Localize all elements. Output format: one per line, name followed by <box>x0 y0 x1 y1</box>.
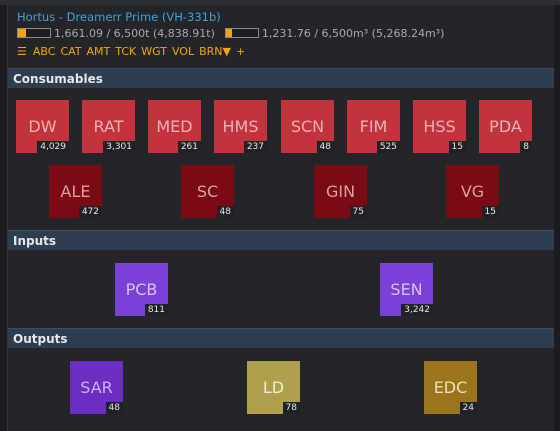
sort-tck-button[interactable]: TCK <box>115 44 137 58</box>
material-ticker: GIN <box>325 182 356 201</box>
material-quantity: 3,242 <box>401 304 433 316</box>
scrollbar[interactable] <box>554 5 560 431</box>
volume-text: 1,231.76 / 6,500m³ (5,268.24m³) <box>261 26 445 40</box>
weight-text: 1,661.09 / 6,500t (4,838.91t) <box>54 26 215 40</box>
material-quantity: 3,301 <box>103 141 135 153</box>
material-quantity: 237 <box>243 141 267 153</box>
material-tile-pcb[interactable]: PCB 811 <box>115 263 168 316</box>
material-ticker: PDA <box>489 117 522 136</box>
inventory-panel: Hortus - Dreamerr Prime (VH-331b) 1,661.… <box>7 5 555 431</box>
material-tile-hms[interactable]: HMS 237 <box>214 100 267 153</box>
material-quantity: 811 <box>144 304 168 316</box>
material-ticker: LD <box>262 378 285 397</box>
material-quantity: 15 <box>448 141 466 153</box>
material-quantity: 48 <box>316 141 334 153</box>
material-quantity: 261 <box>177 141 201 153</box>
material-ticker: HMS <box>222 117 259 136</box>
material-tile-edc[interactable]: EDC 24 <box>424 361 477 414</box>
material-ticker: SCN <box>290 117 325 136</box>
material-quantity: 48 <box>105 402 123 414</box>
material-tile-gin[interactable]: GIN 75 <box>314 165 367 218</box>
weight-capacity: 1,661.09 / 6,500t (4,838.91t) <box>17 27 215 40</box>
material-ticker: MED <box>156 117 193 136</box>
material-tile-fim[interactable]: FIM 525 <box>347 100 400 153</box>
material-quantity: 15 <box>481 206 499 218</box>
material-tile-vg[interactable]: VG 15 <box>446 165 499 218</box>
material-ticker: VG <box>460 182 485 201</box>
material-quantity: 48 <box>216 206 234 218</box>
material-ticker: HSS <box>423 117 456 136</box>
sort-vol-button[interactable]: VOL <box>171 44 195 58</box>
material-quantity: 78 <box>282 402 300 414</box>
material-tile-med[interactable]: MED 261 <box>148 100 201 153</box>
capacity-bars: 1,661.09 / 6,500t (4,838.91t) 1,231.76 /… <box>17 26 547 40</box>
storage-title-link[interactable]: Hortus - Dreamerr Prime (VH-331b) <box>17 10 221 24</box>
material-tile-sar[interactable]: SAR 48 <box>70 361 123 414</box>
sort-cat-button[interactable]: CAT <box>60 44 82 58</box>
sort-brn-button[interactable]: BRN▼ <box>199 44 231 58</box>
material-tile-pda[interactable]: PDA 8 <box>479 100 532 153</box>
material-ticker: SEN <box>390 280 423 299</box>
material-ticker: SC <box>196 182 219 201</box>
material-ticker: ALE <box>60 182 91 201</box>
material-quantity: 472 <box>78 206 102 218</box>
add-sort-button[interactable]: + <box>235 44 246 58</box>
material-ticker: EDC <box>433 378 468 397</box>
material-quantity: 24 <box>459 402 477 414</box>
material-quantity: 8 <box>520 141 532 153</box>
material-quantity: 75 <box>349 206 367 218</box>
sort-amt-button[interactable]: AMT <box>86 44 111 58</box>
sort-wgt-button[interactable]: WGT <box>141 44 167 58</box>
material-ticker: RAT <box>93 117 124 136</box>
top-strip <box>0 0 560 5</box>
material-ticker: FIM <box>359 117 388 136</box>
material-tile-ld[interactable]: LD 78 <box>247 361 300 414</box>
sort-abc-button[interactable]: ABC <box>32 44 56 58</box>
sort-toolbar: ☰ ABC CAT AMT TCK WGT VOL BRN▼ + <box>17 43 547 59</box>
material-quantity: 525 <box>376 141 400 153</box>
material-tile-ale[interactable]: ALE 472 <box>49 165 102 218</box>
inventory-header: Hortus - Dreamerr Prime (VH-331b) 1,661.… <box>17 9 547 59</box>
volume-capacity: 1,231.76 / 6,500m³ (5,268.24m³) <box>224 26 445 40</box>
material-quantity: 4,029 <box>37 141 69 153</box>
material-tile-scn[interactable]: SCN 48 <box>281 100 334 153</box>
material-tile-rat[interactable]: RAT 3,301 <box>82 100 135 153</box>
section-inputs: Inputs <box>8 230 554 250</box>
material-ticker: DW <box>28 117 57 136</box>
material-ticker: SAR <box>80 378 113 397</box>
material-tile-sen[interactable]: SEN 3,242 <box>380 263 433 316</box>
material-tile-dw[interactable]: DW 4,029 <box>16 100 69 153</box>
weight-progress-bar <box>17 28 51 38</box>
list-icon[interactable]: ☰ <box>17 44 27 58</box>
volume-progress-bar <box>224 28 259 38</box>
section-consumables: Consumables <box>8 68 554 88</box>
material-ticker: PCB <box>125 280 158 299</box>
section-outputs: Outputs <box>8 328 554 348</box>
material-tile-hss[interactable]: HSS 15 <box>413 100 466 153</box>
material-tile-sc[interactable]: SC 48 <box>181 165 234 218</box>
